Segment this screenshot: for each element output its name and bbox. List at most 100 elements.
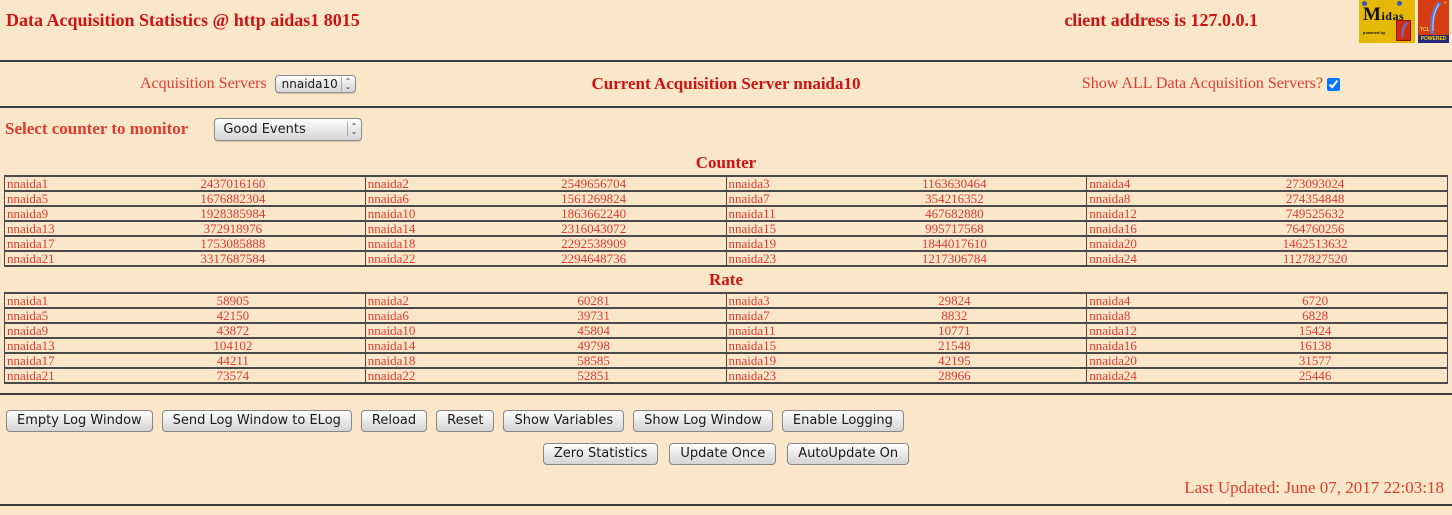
show-log-window-button[interactable]: Show Log Window bbox=[633, 410, 773, 432]
counter-section-title: Counter bbox=[695, 153, 757, 172]
acquisition-server-row: Acquisition Servers nnaida10 ⌃ ⌄ Current … bbox=[0, 62, 1452, 106]
rate-table-row: nnaida17 44211 nnaida18 58585 nnaida19 42195 n… bbox=[4, 352, 1448, 369]
counter-channel-name: nnaida1 bbox=[7, 177, 49, 190]
counter-cell-nnaida10: nnaida10 1863662240 bbox=[364, 205, 727, 222]
counter-channel-name: nnaida13 bbox=[7, 222, 55, 235]
acq-server-select[interactable]: nnaida10 ⌃ ⌄ bbox=[274, 75, 356, 93]
update-once-button[interactable]: Update Once bbox=[669, 443, 777, 465]
rate-channel-name: nnaida1 bbox=[7, 294, 49, 307]
rate-channel-name: nnaida15 bbox=[728, 339, 777, 352]
counter-channel-name: nnaida9 bbox=[7, 207, 49, 220]
counter-select[interactable]: Good Events ⌃ ⌄ bbox=[214, 117, 363, 141]
rate-channel-name: nnaida23 bbox=[728, 369, 777, 382]
counter-cell-nnaida24: nnaida24 1127827520 bbox=[1086, 250, 1448, 267]
last-updated-text: Last Updated: June 07, 2017 22:03:18 bbox=[1184, 478, 1444, 497]
select-counter-label: Select counter to monitor bbox=[5, 119, 189, 138]
counter-channel-name: nnaida3 bbox=[728, 177, 770, 190]
counter-channel-value: 1863662240 bbox=[561, 206, 627, 221]
counter-channel-value: 372918976 bbox=[203, 221, 263, 236]
rate-channel-value: 29824 bbox=[938, 293, 971, 308]
select-separator bbox=[346, 122, 348, 136]
midas-decoration-dot-icon bbox=[1362, 1, 1367, 6]
tcl-logo[interactable]: ” TCL POWERED bbox=[1418, 0, 1449, 43]
rate-channel-value: 21548 bbox=[938, 338, 971, 353]
rate-cell-nnaida9: nnaida9 43872 bbox=[4, 322, 366, 339]
counter-channel-name: nnaida16 bbox=[1089, 222, 1137, 235]
counter-channel-name: nnaida4 bbox=[1089, 177, 1131, 190]
counter-channel-value: 1561269824 bbox=[561, 191, 627, 206]
counter-cell-nnaida19: nnaida19 1844017610 bbox=[725, 235, 1088, 252]
rate-cell-nnaida14: nnaida14 49798 bbox=[364, 337, 727, 354]
divider bbox=[0, 393, 1452, 395]
enable-logging-button[interactable]: Enable Logging bbox=[781, 410, 904, 432]
counter-channel-value: 995717568 bbox=[925, 221, 984, 236]
rate-cell-nnaida10: nnaida10 45804 bbox=[364, 322, 727, 339]
rate-channel-value: 6720 bbox=[1302, 293, 1329, 308]
spinner-icon[interactable]: ⌃ ⌄ bbox=[350, 122, 358, 136]
rate-channel-name: nnaida21 bbox=[7, 369, 55, 382]
counter-channel-value: 1676882304 bbox=[200, 191, 266, 206]
counter-select-row: Select counter to monitor Good Events ⌃ ⌄ bbox=[0, 108, 1452, 150]
midas-logo[interactable]: Midas powered by bbox=[1359, 0, 1415, 43]
rate-cell-nnaida24: nnaida24 25446 bbox=[1086, 367, 1448, 384]
show-all-servers-label: Show ALL Data Acquisition Servers? bbox=[1081, 75, 1323, 92]
counter-cell-nnaida6: nnaida6 1561269824 bbox=[364, 190, 727, 207]
rate-cell-nnaida2: nnaida2 60281 bbox=[364, 292, 727, 309]
counter-table-row: nnaida21 3317687584 nnaida22 2294648736 nnai… bbox=[4, 250, 1448, 267]
reset-button[interactable]: Reset bbox=[436, 410, 495, 432]
rate-channel-value: 16138 bbox=[1298, 338, 1332, 353]
zero-statistics-button[interactable]: Zero Statistics bbox=[542, 443, 659, 465]
rate-cell-nnaida20: nnaida20 31577 bbox=[1086, 352, 1448, 369]
counter-cell-nnaida16: nnaida16 764760256 bbox=[1086, 220, 1448, 237]
counter-channel-value: 1928385984 bbox=[200, 206, 266, 221]
counter-channel-value: 1163630464 bbox=[922, 176, 987, 191]
rate-channel-name: nnaida19 bbox=[728, 354, 777, 367]
divider bbox=[0, 504, 1452, 506]
autoupdate-on-button[interactable]: AutoUpdate On bbox=[787, 443, 910, 465]
rate-channel-name: nnaida18 bbox=[367, 354, 416, 367]
rate-cell-nnaida4: nnaida4 6720 bbox=[1086, 292, 1448, 309]
rate-channel-name: nnaida11 bbox=[728, 324, 776, 337]
counter-channel-name: nnaida7 bbox=[728, 192, 770, 205]
counter-channel-name: nnaida21 bbox=[7, 252, 55, 265]
send-log-window-to-elog-button[interactable]: Send Log Window to ELog bbox=[161, 410, 352, 432]
counter-channel-value: 467682880 bbox=[925, 206, 984, 221]
counter-cell-nnaida17: nnaida17 1753085888 bbox=[4, 235, 366, 252]
page-title: Data Acquisition Statistics @ http aidas… bbox=[6, 10, 360, 30]
tcl-logo-text: TCL bbox=[1420, 27, 1430, 33]
rate-channel-name: nnaida22 bbox=[367, 369, 416, 382]
counter-channel-value: 2549656704 bbox=[561, 176, 627, 191]
midas-powered-by-text: powered by bbox=[1363, 30, 1386, 35]
counter-channel-value: 1217306784 bbox=[921, 251, 987, 266]
counter-cell-nnaida11: nnaida11 467682880 bbox=[725, 205, 1088, 222]
counter-channel-value: 1127827520 bbox=[1282, 251, 1348, 266]
counter-cell-nnaida22: nnaida22 2294648736 bbox=[364, 250, 727, 267]
rate-channel-value: 10771 bbox=[938, 323, 971, 338]
rate-channel-value: 42150 bbox=[216, 308, 250, 323]
rate-channel-value: 25446 bbox=[1298, 368, 1332, 383]
spinner-icon[interactable]: ⌃ ⌄ bbox=[344, 77, 352, 91]
rate-channel-value: 58585 bbox=[577, 353, 610, 368]
tcl-feather-icon bbox=[1430, 2, 1442, 34]
rate-channel-name: nnaida20 bbox=[1089, 354, 1137, 367]
rate-channel-name: nnaida2 bbox=[367, 294, 409, 307]
counter-channel-value: 354216352 bbox=[925, 191, 984, 206]
show-all-checkbox[interactable] bbox=[1327, 77, 1340, 91]
rate-channel-name: nnaida13 bbox=[7, 339, 55, 352]
reload-button[interactable]: Reload bbox=[360, 410, 428, 432]
counter-cell-nnaida21: nnaida21 3317687584 bbox=[4, 250, 366, 267]
counter-channel-name: nnaida10 bbox=[367, 207, 416, 220]
select-separator bbox=[340, 77, 342, 91]
counter-channel-name: nnaida17 bbox=[7, 237, 55, 250]
counter-channel-name: nnaida14 bbox=[367, 222, 416, 235]
counter-channel-value: 764760256 bbox=[1285, 221, 1345, 236]
counter-cell-nnaida14: nnaida14 2316043072 bbox=[364, 220, 727, 237]
show-variables-button[interactable]: Show Variables bbox=[503, 410, 625, 432]
rate-channel-value: 104102 bbox=[213, 338, 253, 353]
rate-table-row: nnaida9 43872 nnaida10 45804 nnaida11 10771 nn… bbox=[4, 322, 1448, 339]
counter-channel-value: 2437016160 bbox=[200, 176, 266, 191]
counter-channel-value: 3317687584 bbox=[200, 251, 266, 266]
counter-channel-name: nnaida11 bbox=[728, 207, 776, 220]
counter-table-row: nnaida5 1676882304 nnaida6 1561269824 nnaida… bbox=[4, 190, 1448, 207]
empty-log-window-button[interactable]: Empty Log Window bbox=[6, 410, 153, 432]
